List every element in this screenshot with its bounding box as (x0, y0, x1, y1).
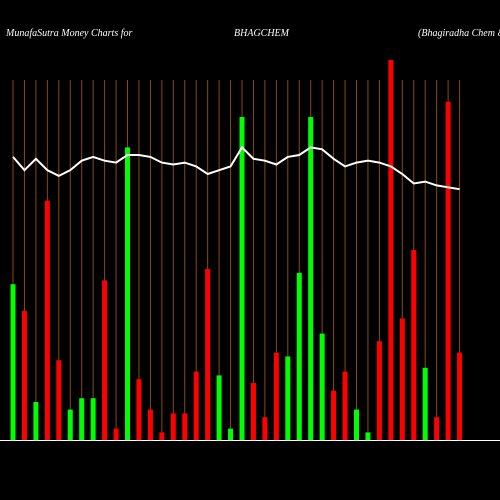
bar (136, 379, 142, 440)
bar (457, 352, 463, 440)
bar (90, 398, 96, 440)
bar (125, 147, 130, 440)
bar (365, 432, 371, 440)
company: (Bhagiradha Chem & I (418, 28, 500, 39)
bar (56, 360, 62, 440)
bar (67, 409, 73, 440)
bar (170, 413, 176, 440)
price-line (12, 145, 460, 191)
symbol: BHAGCHEM (234, 28, 290, 39)
bar (147, 409, 153, 440)
bar (79, 398, 85, 440)
bar (193, 371, 199, 440)
bar (33, 402, 39, 440)
bar (216, 375, 222, 440)
bar (44, 200, 50, 440)
bar (319, 333, 325, 440)
bar (262, 417, 268, 440)
bar (376, 341, 382, 440)
bar (182, 413, 188, 440)
bar (285, 356, 291, 440)
bar (331, 390, 337, 440)
bar (102, 280, 108, 440)
bar (296, 272, 302, 440)
bar (411, 250, 417, 440)
bar (250, 383, 256, 440)
bar (308, 117, 314, 440)
bar (205, 269, 211, 440)
bar (273, 352, 279, 440)
bar (445, 101, 451, 441)
bar (354, 409, 359, 440)
bar (113, 428, 119, 440)
bar (10, 284, 16, 440)
bar (342, 371, 348, 440)
bar (228, 428, 234, 440)
bar (399, 318, 405, 440)
bar (21, 310, 27, 440)
bar (388, 60, 394, 440)
bar (239, 117, 245, 440)
bar (159, 432, 165, 440)
bar (422, 367, 428, 440)
bar (434, 417, 440, 440)
chart-title: MunafaSutra Money Charts for (5, 28, 132, 39)
